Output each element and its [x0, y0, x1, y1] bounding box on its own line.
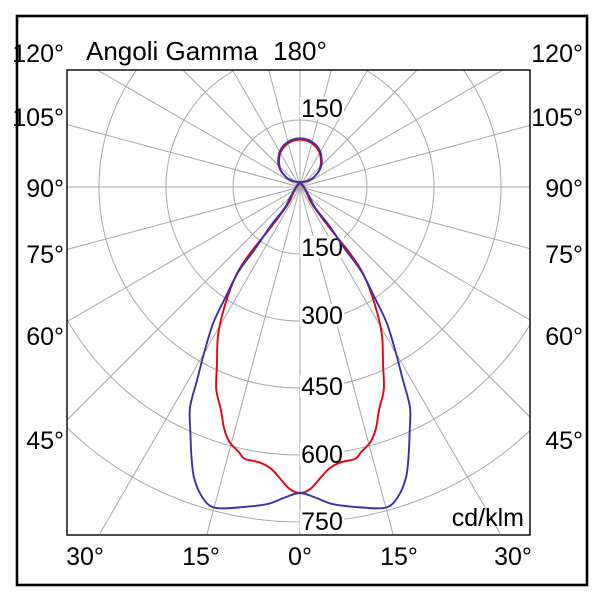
curve-blue — [188, 137, 412, 510]
top-axis-label-180: 180° — [273, 36, 327, 66]
angle-label-right-90°: 90° — [545, 175, 583, 203]
radial-label-mask — [300, 97, 344, 119]
radial-label-450-3: 450 — [301, 373, 343, 401]
grid-ray — [299, 124, 530, 188]
radial-label-150-0: 150 — [301, 95, 343, 123]
photometric-curves — [188, 137, 412, 510]
radial-label-750-5: 750 — [301, 508, 343, 536]
polar-grid — [67, 70, 530, 535]
angle-label-left-45°: 45° — [26, 427, 64, 455]
angle-label-left-120°: 120° — [12, 40, 64, 68]
radial-label-300-2: 300 — [301, 302, 343, 330]
angle-label-bottom-0°-2: 0° — [288, 543, 312, 571]
angle-label-right-75°: 75° — [545, 241, 583, 269]
radial-label-mask — [300, 510, 344, 532]
outer-border — [15, 14, 589, 587]
grid-ray — [299, 70, 369, 188]
grid-ray — [182, 70, 301, 188]
radial-label-mask — [300, 375, 344, 397]
grid-ray — [299, 186, 530, 321]
angle-label-right-45°: 45° — [545, 427, 583, 455]
angle-label-right-120°: 120° — [531, 40, 583, 68]
grid-ray — [268, 70, 301, 188]
grid-ray — [231, 70, 301, 188]
plot-frame — [66, 69, 531, 536]
angle-label-bottom-30°-0: 30° — [66, 543, 104, 571]
grid-ray — [299, 70, 332, 188]
grid-ray — [67, 186, 301, 323]
radial-label-mask — [300, 236, 344, 258]
grid-ray — [99, 186, 301, 534]
angle-label-right-105°: 105° — [531, 104, 583, 132]
radial-label-mask — [300, 443, 344, 465]
grid-ray — [96, 70, 301, 188]
unit-label: cd/klm — [452, 504, 524, 532]
grid-ray — [299, 70, 504, 188]
chart-title: Angoli Gamma — [86, 36, 258, 66]
grid-ray — [67, 124, 301, 188]
angle-label-left-75°: 75° — [26, 241, 64, 269]
angle-label-left-90°: 90° — [26, 175, 64, 203]
grid-ray — [299, 70, 418, 188]
angle-label-left-105°: 105° — [12, 104, 64, 132]
angle-label-right-60°: 60° — [545, 323, 583, 351]
grid-ray — [206, 186, 301, 535]
radial-label-mask — [300, 304, 344, 326]
angle-labels: 120° 105° 90° 75° 60° 45° 120° 105° 90° 75° 60° 45°… — [12, 40, 583, 571]
angle-label-left-60°: 60° — [26, 323, 64, 351]
angle-label-bottom-15°-3: 15° — [380, 543, 418, 571]
angle-label-bottom-30°-4: 30° — [494, 543, 532, 571]
angle-label-bottom-15°-1: 15° — [182, 543, 220, 571]
radial-label-150-1: 150 — [301, 234, 343, 262]
